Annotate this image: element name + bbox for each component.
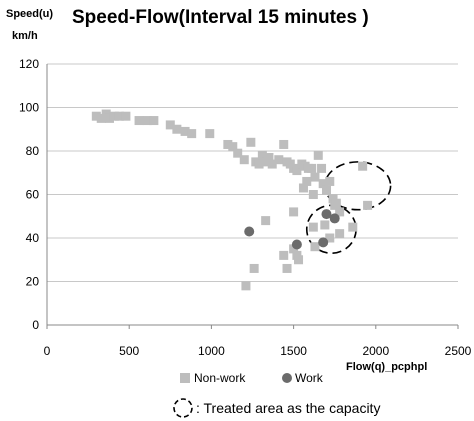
point-non-work-9	[149, 116, 159, 126]
annotation: : Treated area as the capacity	[173, 398, 380, 418]
point-non-work-49	[308, 190, 318, 199]
point-non-work-21	[254, 159, 264, 169]
y-tick-label-20: 20	[26, 275, 40, 289]
point-non-work-46	[289, 207, 299, 217]
x-tick-labels: 0 500 1000 1500 2000 2500	[44, 344, 472, 358]
point-work-2	[318, 237, 329, 248]
legend-marker-work	[282, 373, 292, 383]
legend: Non-work Work	[180, 371, 324, 385]
point-non-work-5	[114, 111, 124, 121]
point-non-work-13	[187, 129, 197, 139]
point-non-work-63	[289, 244, 299, 254]
point-non-work-50	[261, 216, 271, 226]
point-work-3	[321, 209, 332, 220]
point-non-work-60	[249, 263, 259, 273]
point-non-work-38	[317, 163, 327, 173]
data-points	[91, 109, 373, 291]
point-non-work-17	[233, 148, 243, 158]
point-non-work-44	[331, 198, 341, 208]
point-non-work-6	[121, 111, 131, 121]
axes	[46, 64, 459, 329]
point-non-work-3	[104, 113, 114, 123]
point-non-work-11	[172, 124, 182, 134]
y-tick-label-120: 120	[19, 57, 39, 71]
annotation-dashed-circle-icon	[173, 398, 193, 418]
y-tick-labels: 0 20 40 60 80 100 120	[19, 57, 39, 332]
point-non-work-53	[320, 220, 330, 230]
y-tick-label-0: 0	[32, 318, 39, 332]
point-non-work-18	[239, 155, 249, 165]
point-non-work-1	[96, 113, 106, 123]
x-tick-label-2500: 2500	[445, 344, 472, 358]
point-non-work-15	[223, 139, 233, 149]
point-non-work-7	[134, 116, 144, 126]
point-non-work-52	[310, 242, 320, 252]
point-non-work-31	[292, 166, 302, 176]
point-non-work-19	[246, 137, 256, 147]
point-non-work-0	[91, 111, 101, 121]
point-non-work-59	[241, 281, 251, 291]
point-non-work-40	[321, 185, 331, 195]
point-non-work-48	[302, 176, 312, 186]
point-non-work-10	[165, 120, 175, 130]
point-non-work-56	[348, 222, 358, 232]
point-work-4	[329, 213, 340, 224]
point-non-work-35	[307, 163, 317, 173]
point-non-work-58	[363, 200, 373, 210]
point-non-work-12	[180, 126, 190, 136]
point-non-work-61	[279, 250, 289, 260]
point-non-work-36	[310, 172, 320, 182]
point-non-work-65	[294, 255, 304, 265]
x-tick-label-1500: 1500	[280, 344, 307, 358]
legend-marker-non-work	[180, 373, 190, 383]
y-axis-label-line2: km/h	[12, 30, 38, 42]
point-non-work-14	[205, 129, 215, 139]
point-non-work-47	[298, 183, 308, 193]
x-tick-label-500: 500	[119, 344, 139, 358]
gridlines	[47, 63, 458, 282]
point-non-work-4	[109, 111, 119, 121]
point-work-0	[244, 226, 255, 237]
point-non-work-51	[308, 222, 318, 232]
x-tick-label-2000: 2000	[362, 344, 389, 358]
annotation-text: : Treated area as the capacity	[196, 400, 380, 416]
y-axis-label-line1: Speed(u)	[6, 8, 53, 20]
chart-title: Speed-Flow(Interval 15 minutes )	[72, 7, 369, 28]
point-non-work-8	[142, 116, 152, 126]
point-non-work-45	[335, 207, 345, 217]
point-non-work-41	[325, 176, 335, 186]
point-non-work-39	[318, 179, 328, 189]
y-tick-label-80: 80	[26, 144, 40, 158]
point-non-work-16	[228, 142, 238, 152]
point-non-work-25	[267, 159, 277, 169]
x-tick-label-0: 0	[44, 344, 51, 358]
x-axis-label: Flow(q)_pcphpl	[346, 361, 427, 373]
point-non-work-57	[358, 161, 368, 171]
point-non-work-22	[257, 150, 267, 160]
point-non-work-54	[325, 233, 335, 243]
point-non-work-24	[264, 153, 274, 163]
y-tick-label-100: 100	[19, 101, 39, 115]
point-non-work-55	[335, 229, 345, 239]
legend-label-non-work: Non-work	[194, 371, 246, 385]
point-non-work-37	[313, 150, 323, 160]
point-non-work-62	[282, 263, 292, 273]
point-non-work-27	[279, 139, 289, 149]
y-tick-label-40: 40	[26, 231, 40, 245]
point-non-work-26	[274, 155, 284, 165]
legend-label-work: Work	[295, 371, 324, 385]
x-tick-label-1000: 1000	[198, 344, 225, 358]
y-tick-label-60: 60	[26, 188, 40, 202]
point-work-1	[291, 239, 302, 250]
